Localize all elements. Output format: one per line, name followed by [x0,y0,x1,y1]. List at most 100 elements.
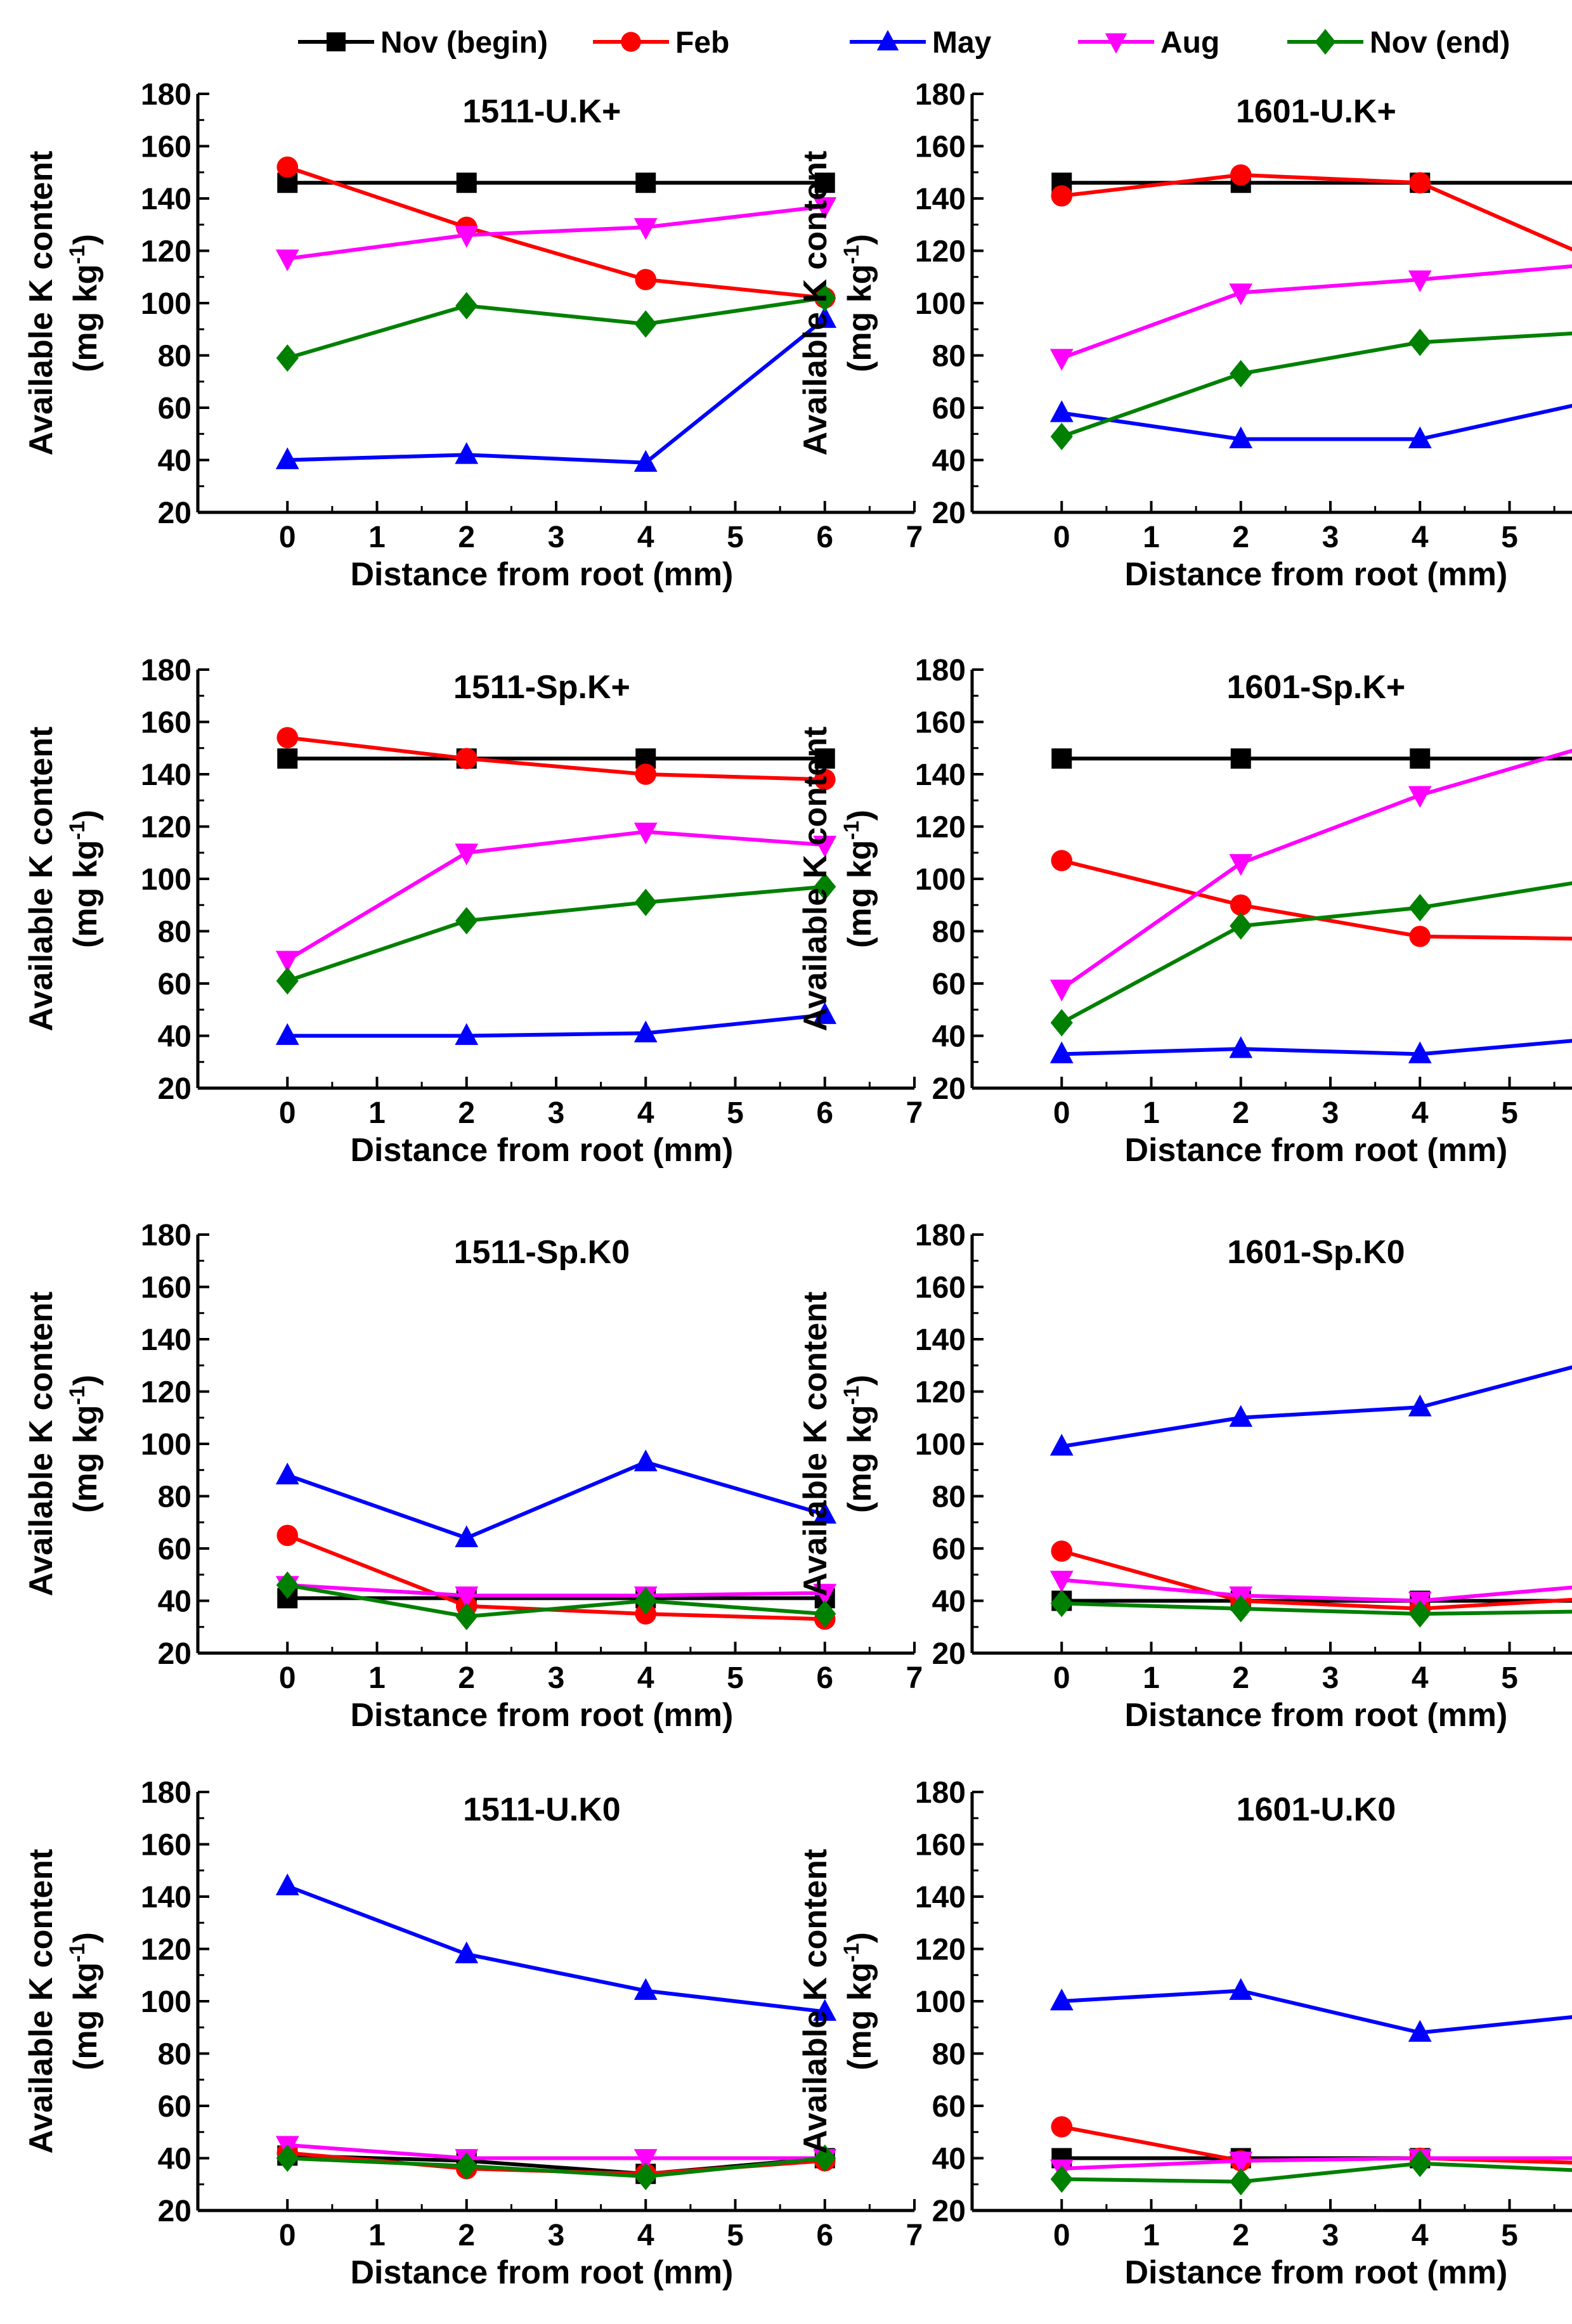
series-line [1062,2156,1572,2171]
y-tick-label: 20 [932,2195,966,2228]
series-line [1061,172,1572,252]
data-point [1051,748,1072,769]
data-point [813,1002,837,1024]
data-point [634,2162,657,2190]
y-tick-label: 60 [932,392,966,425]
x-tick-label: 1 [1143,521,1160,554]
data-point [1408,328,1431,356]
series-nov-end [276,2144,836,2190]
y-tick-label: 100 [915,287,966,321]
legend-item-nov-begin: Nov (begin) [298,26,548,60]
series-nov-end [1050,328,1572,450]
unit-exponent: -1 [65,245,89,264]
y-tick-label: 100 [141,1985,192,2019]
legend-item-feb: Feb [593,26,729,60]
x-tick-label: 1 [368,1661,386,1695]
y-tick-label: 140 [141,1323,192,1357]
x-axis-label: Distance from root (mm) [1124,2254,1507,2291]
x-tick-label: 5 [1501,1661,1518,1695]
data-point [1049,979,1074,1002]
y-tick-label: 120 [141,235,192,269]
series-line [287,1583,825,1619]
y-axis-label: Available K content [797,1292,834,1597]
y-tick-label: 120 [915,1933,966,1967]
x-tick-label: 5 [1501,1096,1518,1130]
data-point [1230,748,1251,769]
y-tick-label: 60 [932,1533,966,1566]
y-axis-unit-label: (mg kg-1) [840,1932,878,2070]
data-point [633,1978,658,2000]
series-line [287,1013,826,1038]
y-tick-label: 60 [158,1533,192,1566]
legend-label: Aug [1160,26,1219,60]
y-tick-label: 20 [158,1072,192,1106]
data-point [814,2144,836,2172]
series-line [287,885,826,983]
series-nov-begin [1051,748,1572,769]
chart-title: 1511-Sp.K+ [453,669,630,706]
data-point [1408,426,1432,448]
data-point [275,1023,299,1045]
y-tick-label: 20 [158,497,192,530]
series-line [287,165,826,300]
x-tick-label: 7 [906,1096,923,1130]
y-tick-label: 40 [932,1020,966,1054]
y-tick-label: 100 [141,1428,192,1462]
data-point [1050,422,1073,450]
y-tick-label: 140 [141,183,192,216]
data-point [814,172,835,193]
data-point [1051,2116,1073,2138]
series-may [1049,1365,1572,1456]
x-tick-label: 0 [1053,2219,1070,2252]
data-point [633,1020,658,1042]
y-tick-label: 160 [141,1271,192,1305]
x-tick-label: 2 [458,1096,475,1130]
chart-title: 1511-Sp.K0 [454,1234,630,1271]
x-tick-label: 2 [458,1661,475,1695]
data-point [1229,426,1253,448]
data-point [1051,185,1073,207]
x-axis-label: Distance from root (mm) [1124,556,1507,593]
y-axis-label: Available K content [23,1292,60,1597]
x-tick-label: 2 [458,2219,475,2252]
y-tick-label: 160 [915,1829,966,1862]
x-tick-label: 3 [1322,2219,1339,2252]
data-point [814,769,836,791]
series-may [275,1873,837,2021]
y-tick-label: 80 [932,2038,966,2072]
chart-panel-1601-sp-k0: 20 40 60 80 100 120 140 160 180 0 1 2 3 4 5 6 7 1601-Sp.K… [797,1219,1572,1734]
legend: Nov (begin) Feb May Aug Nov (end) [298,26,1510,60]
y-tick-label: 100 [915,863,966,897]
series-line [1061,331,1572,439]
y-tick-label: 80 [932,1481,966,1514]
data-point [814,1600,836,1628]
data-point [635,763,657,785]
y-tick-label: 80 [158,2038,192,2072]
y-tick-label: 120 [915,235,966,269]
data-point [1049,1041,1074,1063]
x-tick-label: 3 [1322,1096,1339,1130]
data-point [814,284,836,312]
data-point [276,1571,299,1599]
x-tick-label: 5 [727,2219,744,2252]
series-aug [275,1576,837,1609]
unit-exponent: -1 [840,821,864,840]
data-point [1229,2152,1253,2174]
data-point [1230,1595,1252,1623]
y-tick-label: 140 [915,758,966,792]
x-tick-label: 4 [1412,1661,1429,1695]
unit-exponent: -1 [840,245,864,264]
y-tick-label: 80 [932,916,966,949]
chart-title: 1511-U.K0 [463,1791,621,1828]
x-tick-label: 0 [279,1661,296,1695]
legend-label: Feb [675,26,729,60]
data-point [455,442,479,464]
data-point [1050,1590,1073,1618]
series-line [286,829,825,962]
chart-panel-1601-u-k: 20 40 60 80 100 120 140 160 180 0 1 2 3 4 5 6 7 1601-U.K+… [797,78,1572,593]
data-point [455,226,479,248]
x-tick-label: 3 [1322,1661,1339,1695]
x-tick-label: 1 [1143,2219,1160,2252]
y-tick-label: 20 [158,1637,192,1671]
legend-marker-triangle-up-icon [876,30,899,51]
